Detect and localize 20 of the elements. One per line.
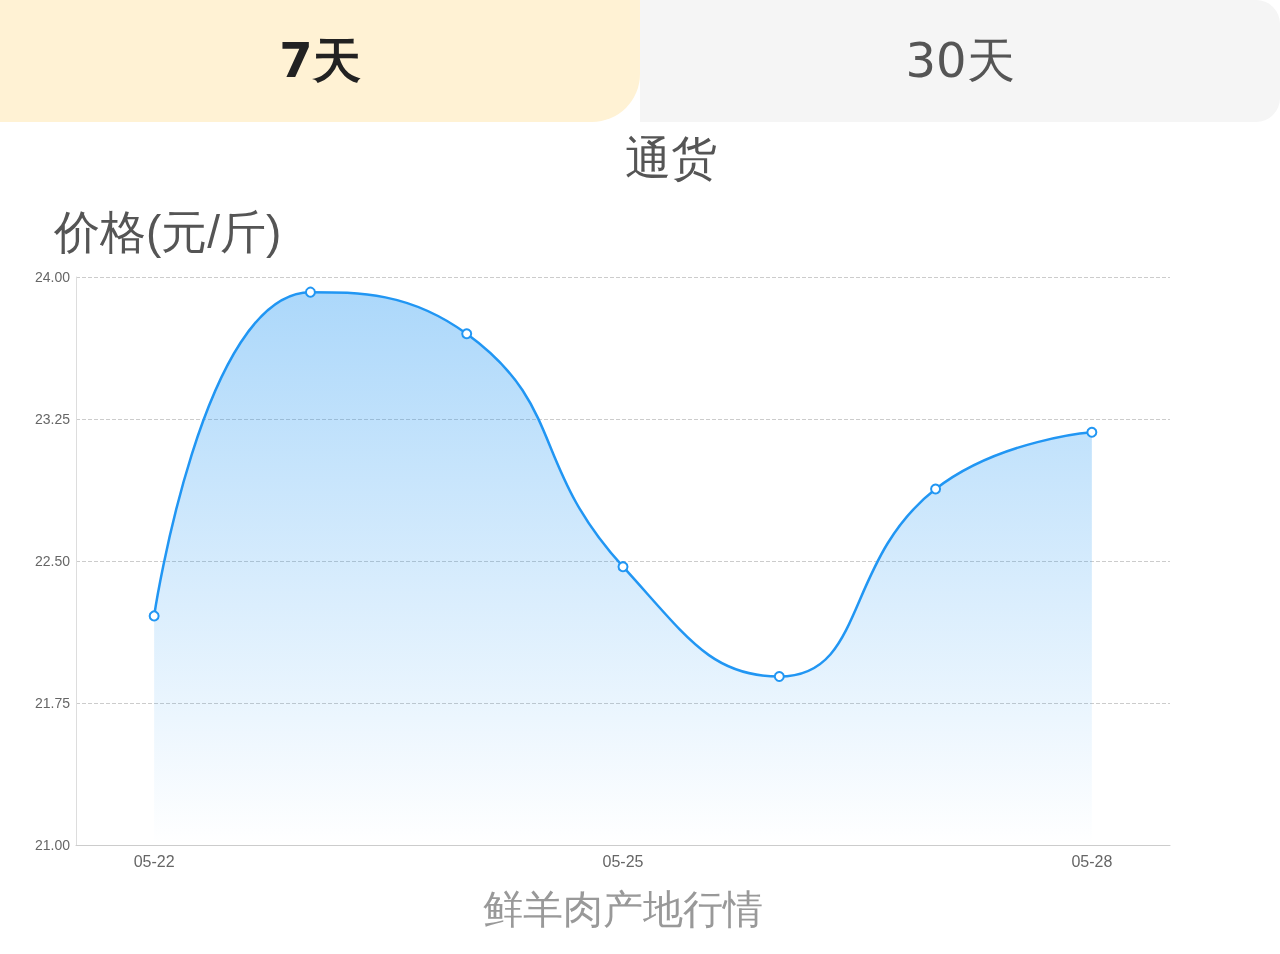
y-tick-label: 24.00: [34, 269, 71, 285]
x-tick-label: 05-28: [1071, 852, 1113, 870]
point: [930, 483, 942, 495]
point: [461, 328, 473, 340]
point: [304, 286, 316, 298]
y-tick-label: 23.25: [34, 411, 71, 427]
y-axis-title: 价格(元/斤): [53, 206, 282, 258]
x-tick-label: 05-22: [133, 852, 175, 870]
point: [617, 561, 629, 573]
y-tick-label: 22.50: [34, 553, 71, 569]
tab: 30天: [640, 0, 1280, 122]
x-tick-label: 05-25: [602, 852, 644, 870]
tab: 7天: [0, 0, 640, 122]
chart-title: 通货: [625, 132, 717, 184]
point: [1086, 426, 1098, 438]
x-axis-title: 鲜羊肉产地行情: [483, 887, 763, 931]
point: [148, 610, 160, 622]
y-tick-label: 21.75: [34, 695, 71, 711]
point: [773, 671, 785, 682]
y-tick-label: 21.00: [34, 837, 71, 853]
